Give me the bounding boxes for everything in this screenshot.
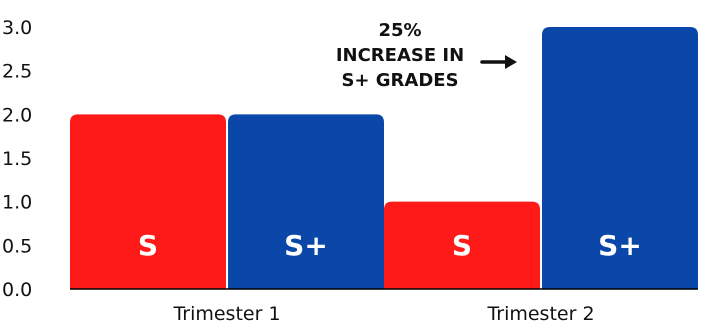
- bar-label: S: [452, 229, 472, 262]
- bar-s-2: [384, 201, 540, 289]
- bar-label: S+: [598, 229, 642, 262]
- x-axis-category-labels: Trimester 1 Trimester 2: [172, 303, 594, 325]
- bar-labels: S S+ S S+: [138, 229, 642, 262]
- annotation: 25% INCREASE IN S+ GRADES: [336, 20, 517, 91]
- bar-s-1: [70, 114, 226, 289]
- arrow-right-icon: [480, 55, 517, 69]
- annotation-line-3: S+ GRADES: [341, 70, 458, 91]
- y-axis-ticks: 0.0 0.5 1.0 1.5 2.0 2.5 3.0: [2, 17, 32, 301]
- annotation-line-1: 25%: [378, 20, 421, 41]
- annotation-line-2: INCREASE IN: [336, 45, 464, 66]
- bar-label: S+: [284, 229, 328, 262]
- y-tick-label: 1.5: [2, 148, 32, 170]
- bar-label: S: [138, 229, 158, 262]
- y-tick-label: 1.0: [2, 192, 32, 214]
- y-tick-label: 0.0: [2, 279, 32, 301]
- bar-s-plus-2: [542, 27, 698, 289]
- x-category-label: Trimester 1: [172, 303, 280, 325]
- bars: [70, 27, 698, 289]
- bar-s-plus-1: [228, 114, 384, 289]
- y-tick-label: 2.5: [2, 61, 32, 83]
- y-tick-label: 0.5: [2, 235, 32, 257]
- x-category-label: Trimester 2: [486, 303, 594, 325]
- y-tick-label: 2.0: [2, 104, 32, 126]
- y-tick-label: 3.0: [2, 17, 32, 39]
